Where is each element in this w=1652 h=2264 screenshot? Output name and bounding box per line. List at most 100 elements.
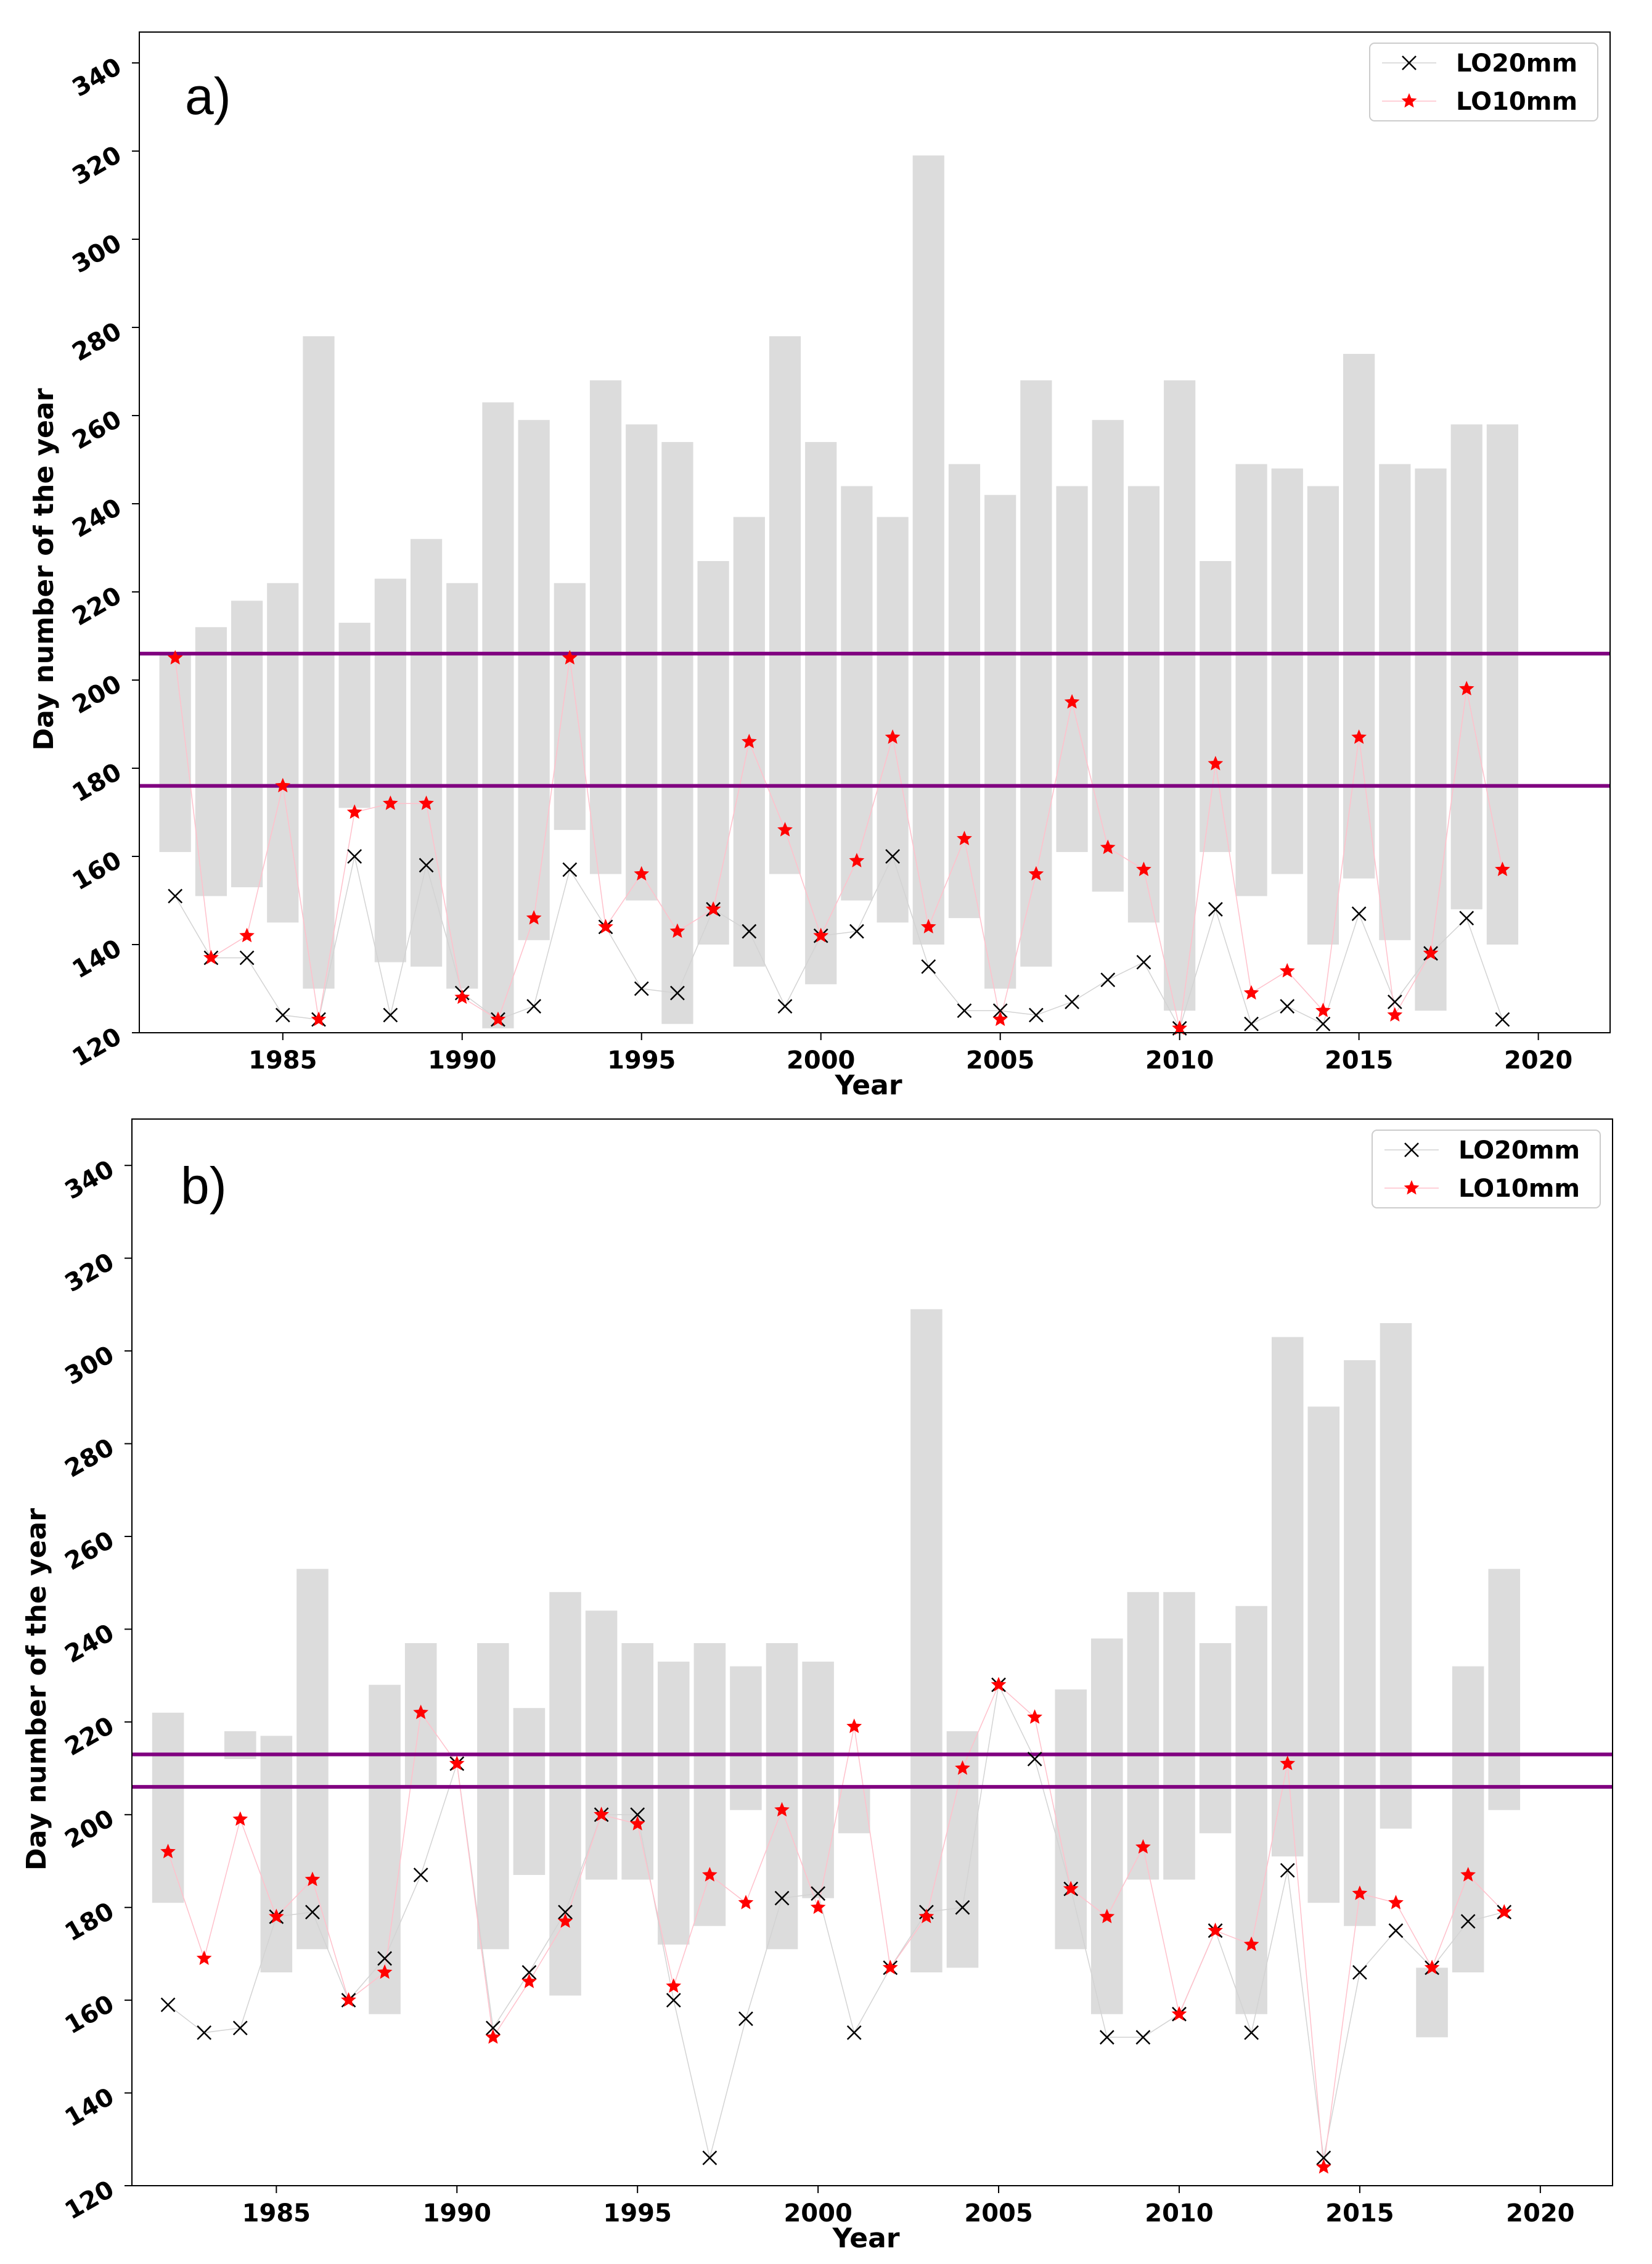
- bar-1982: [159, 654, 191, 852]
- bar-2015: [1343, 353, 1375, 879]
- bar-1988: [374, 578, 406, 962]
- lo10mm-point-2000: [813, 927, 829, 943]
- lo10mm-point-2013: [1280, 1755, 1296, 1770]
- lo10mm-point-2016: [1388, 1895, 1404, 1909]
- lo20mm-point-1993: [558, 1905, 573, 1920]
- lo10mm-point-2018: [1458, 681, 1474, 695]
- lo20mm-point-1998: [742, 924, 757, 939]
- lo10mm-series-line: [174, 658, 1503, 1029]
- lo10mm-point-2002: [882, 1959, 898, 1974]
- bar-1985: [267, 583, 299, 923]
- lo20mm-point-2006: [1028, 1007, 1044, 1023]
- bar-2015: [1344, 1360, 1376, 1926]
- x-tick-label-1985: 1985: [248, 1046, 317, 1075]
- lo20mm-point-2007: [1065, 995, 1079, 1009]
- panel-label: a): [185, 67, 231, 125]
- lo10mm-point-1994: [594, 1807, 609, 1821]
- x-tick-label-2000: 2000: [787, 1046, 855, 1075]
- y-tick-label-260: 260: [68, 405, 126, 456]
- legend-lo10mm-label: LO10mm: [1456, 88, 1577, 116]
- lo20mm-point-1997: [702, 2150, 718, 2165]
- bar-2007: [1055, 1689, 1087, 1950]
- bar-2009: [1127, 1592, 1159, 1880]
- y-tick-label-220: 220: [68, 581, 126, 632]
- x-tick-label-2015: 2015: [1325, 1046, 1393, 1075]
- lo10mm-point-1987: [341, 1992, 356, 2007]
- lo10mm-point-1993: [562, 650, 578, 665]
- y-tick-label-180: 180: [60, 1897, 119, 1948]
- lo10mm-point-2011: [1208, 755, 1224, 771]
- lo10mm-point-2007: [1064, 694, 1080, 709]
- y-tick-label-300: 300: [60, 1340, 119, 1391]
- lo10mm-point-1990: [449, 1755, 465, 1770]
- x-tick-label-1995: 1995: [603, 2199, 672, 2228]
- lo20mm-point-2002: [885, 849, 900, 864]
- y-tick-label-300: 300: [68, 229, 126, 279]
- bar-2003: [912, 155, 944, 945]
- plot-frame: [139, 31, 1611, 1033]
- bar-2018: [1452, 1666, 1484, 1972]
- y-tick-label-120: 120: [60, 2175, 119, 2226]
- lo20mm-point-1992: [521, 1965, 537, 1980]
- x-tick-label-2010: 2010: [1145, 2199, 1213, 2228]
- y-tick-label-160: 160: [60, 1990, 119, 2040]
- lo10mm-point-2016: [1387, 1007, 1403, 1022]
- lo10mm-point-2003: [920, 919, 936, 933]
- lo10mm-point-1982: [160, 1844, 176, 1858]
- x-tick-label-2020: 2020: [1504, 1046, 1572, 1075]
- lo10mm-point-1985: [275, 777, 291, 793]
- lo20mm-point-1986: [305, 1905, 320, 1920]
- y-tick-label-280: 280: [60, 1433, 119, 1483]
- lo20mm-point-2013: [1280, 999, 1295, 1014]
- lo20mm-point-1999: [777, 999, 793, 1014]
- lo20mm-point-2004: [955, 1900, 970, 1915]
- lo20mm-point-2009: [1135, 2030, 1151, 2045]
- bar-1986: [296, 1569, 329, 1950]
- bar-2006: [1020, 380, 1052, 967]
- bar-2001: [838, 1787, 870, 1834]
- y-tick-label-200: 200: [60, 1804, 119, 1855]
- bar-1995: [621, 1643, 653, 1880]
- legend-lo10mm-label: LO10mm: [1458, 1175, 1580, 1203]
- bar-1997: [693, 1643, 726, 1926]
- bar-1992: [513, 1708, 546, 1876]
- lo10mm-point-2012: [1243, 1936, 1259, 1951]
- y-tick-label-240: 240: [60, 1618, 119, 1669]
- lo10mm-point-1986: [311, 1011, 327, 1027]
- lo20mm-point-2008: [1099, 2030, 1114, 2045]
- y-tick-label-240: 240: [68, 493, 126, 544]
- y-tick-label-140: 140: [68, 934, 126, 985]
- lo20mm-point-1984: [239, 950, 255, 966]
- lo20mm-point-1995: [630, 1807, 645, 1823]
- lo20mm-point-1982: [168, 888, 183, 904]
- lo10mm-point-1995: [634, 866, 650, 881]
- x-tick-label-2020: 2020: [1506, 2199, 1574, 2228]
- x-axis-label: Year: [832, 2223, 899, 2254]
- y-axis-label: Day number of the year: [21, 1508, 52, 1871]
- bar-1994: [585, 1610, 618, 1880]
- lo10mm-point-1997: [705, 901, 721, 916]
- lo10mm-point-1989: [413, 1704, 428, 1720]
- lo10mm-point-2005: [991, 1676, 1007, 1692]
- bar-1991: [482, 402, 514, 1028]
- lo20mm-point-2016: [1387, 995, 1402, 1009]
- lo10mm-point-1983: [196, 1950, 212, 1965]
- lo10mm-point-2003: [918, 1908, 934, 1924]
- bar-2000: [805, 441, 837, 985]
- lo10mm-point-2010: [1172, 1020, 1187, 1035]
- lo10mm-point-2010: [1171, 2006, 1187, 2021]
- legend-lo20mm-marker: [1402, 55, 1417, 70]
- lo10mm-point-2009: [1135, 1839, 1151, 1854]
- lo20mm-point-2015: [1351, 906, 1367, 921]
- legend-lo20mm-label: LO20mm: [1456, 49, 1577, 78]
- lo10mm-point-1986: [305, 1871, 321, 1887]
- bar-2000: [802, 1662, 834, 1898]
- lo20mm-point-2001: [849, 924, 864, 939]
- lo10mm-point-1993: [557, 1913, 573, 1928]
- lo10mm-point-2008: [1099, 1908, 1115, 1924]
- y-axis-label: Day number of the year: [28, 388, 60, 750]
- lo20mm-point-2016: [1388, 1923, 1404, 1938]
- chart-panel-b: 1985 1990 1995 2000 2005 2010 2015 2020 120 140 16…: [21, 1118, 1613, 2254]
- y-tick-label-160: 160: [68, 846, 126, 896]
- lo10mm-point-2002: [885, 729, 901, 744]
